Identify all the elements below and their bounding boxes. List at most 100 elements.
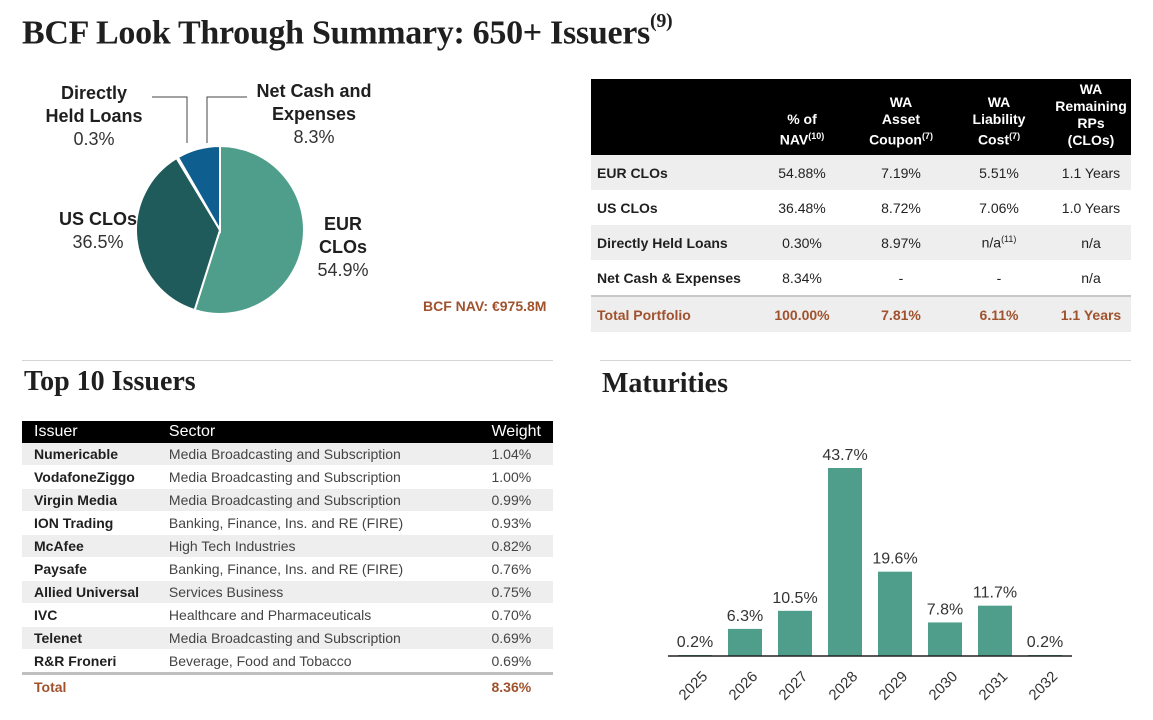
cell-remaining-rps: 1.0 Years [1061, 199, 1121, 216]
cell-liability-cost: n/a(11) [947, 225, 1051, 260]
issuer-name: VodafoneZiggo [22, 465, 157, 489]
pie-leader-lines [152, 96, 247, 143]
cell-asset-coupon: 8.72% [881, 199, 921, 216]
pie-slice-eur [193, 144, 305, 315]
pie-slice-cash [176, 144, 221, 234]
issuer-sector: Media Broadcasting and Subscription [156, 443, 448, 466]
cell-remaining-rps: 1.1 Years [1051, 155, 1131, 190]
summary-header-asset-coupon: WA Asset Coupon(7) [855, 79, 947, 155]
issuer-sector: Media Broadcasting and Subscription [156, 465, 448, 489]
issuer-name: Virgin Media [22, 488, 157, 512]
cell-liability-cost: 5.51% [947, 155, 1051, 190]
summary-row-directly-held-loans: Directly Held Loans 0.30% 8.97% n/a(11) … [591, 225, 1131, 260]
allocation-pie-chart [135, 144, 305, 315]
maturities-title: Maturities [602, 368, 728, 399]
issuer-row: IVC Healthcare and Pharmaceuticals 0.70% [22, 603, 553, 627]
summary-header-liability-cost: WA Liability Cost(7) [947, 79, 1051, 155]
summary-row-net-cash: Net Cash & Expenses 8.34% - - n/a [591, 260, 1131, 296]
top10-issuers-table: Issuer Sector Weight Numericable Media Br… [22, 421, 553, 700]
summary-row-total: Total Portfolio 100.00% 7.81% 6.11% 1.1 … [591, 295, 1131, 332]
cell-nav: 54.88% [749, 155, 855, 190]
issuer-row: Virgin Media Media Broadcasting and Subsc… [22, 488, 553, 512]
x-tick-2032: 2032 [1026, 668, 1062, 704]
data-label-2030: 7.8% [927, 601, 963, 618]
issuer-name: ION Trading [22, 511, 157, 535]
cell-liability-cost: 7.06% [979, 199, 1019, 216]
cell-remaining-rps: 1.1 Years [1051, 295, 1131, 332]
cell-asset-coupon: 7.81% [855, 295, 947, 332]
issuer-name: Telenet [22, 626, 157, 650]
issuer-row: Numericable Media Broadcasting and Subscr… [22, 443, 553, 466]
issuer-weight: 1.04% [447, 443, 553, 466]
issuer-sector: Media Broadcasting and Subscription [156, 488, 448, 512]
row-label: Directly Held Loans [591, 225, 749, 260]
bar-2027 [778, 610, 812, 656]
issuers-total-row: Total 8.36% [22, 672, 553, 700]
issuer-weight: 0.70% [447, 603, 553, 627]
total-label: Total [22, 672, 157, 700]
top10-title: Top 10 Issuers [24, 366, 196, 397]
total-weight: 8.36% [447, 672, 553, 700]
header-weight: Weight [447, 421, 553, 443]
pie-label-net-cash: Net Cash and Expenses 8.3% [256, 81, 372, 147]
issuer-sector: Beverage, Food and Tobacco [156, 649, 448, 674]
row-label: US CLOs [597, 199, 658, 216]
summary-row-eur-clos: EUR CLOs 54.88% 7.19% 5.51% 1.1 Years [591, 155, 1131, 190]
cell-nav: 36.48% [778, 199, 826, 216]
issuer-name: Numericable [22, 443, 157, 466]
summary-header-row: % of NAV(10) WA Asset Coupon(7) WA Liability… [591, 79, 1131, 155]
cell-nav: 8.34% [782, 269, 822, 286]
pie-label-directly-held-loans: Directly Held Loans 0.3% [45, 83, 143, 149]
bar-2031 [978, 605, 1012, 656]
x-tick-2028: 2028 [826, 668, 862, 704]
issuer-sector: Banking, Finance, Ins. and RE (FIRE) [156, 557, 448, 581]
issuer-weight: 0.75% [447, 580, 553, 604]
issuers-header-row: Issuer Sector Weight [22, 421, 553, 443]
bar-2030 [928, 622, 962, 656]
data-label-2027: 10.5% [772, 590, 817, 607]
page-title: BCF Look Through Summary: 650+ Issuers(9… [22, 10, 673, 52]
issuer-row: McAfee High Tech Industries 0.82% [22, 534, 553, 558]
pie-label-us-clos: US CLOs 36.5% [58, 209, 137, 252]
issuer-name: McAfee [22, 534, 157, 558]
cell-nav: 0.30% [749, 225, 855, 260]
summary-row-us-clos: US CLOs 36.48% 8.72% 7.06% 1.0 Years [591, 190, 1131, 225]
issuer-weight: 0.69% [447, 649, 553, 674]
data-label-2028: 43.7% [822, 447, 867, 464]
maturities-bar-chart: 0.2% 2025 6.3% 2026 10.5% 2027 43.7% 2028 19.6% 2… [668, 447, 1072, 704]
bar-2026 [728, 628, 762, 656]
issuer-sector: Banking, Finance, Ins. and RE (FIRE) [156, 511, 448, 535]
issuer-row: VodafoneZiggo Media Broadcasting and Subs… [22, 465, 553, 489]
issuer-row: R&R Froneri Beverage, Food and Tobacco 0.6… [22, 649, 553, 674]
issuer-sector: High Tech Industries [156, 534, 448, 558]
issuer-weight: 0.69% [447, 626, 553, 650]
issuer-row: Paysafe Banking, Finance, Ins. and RE (FI… [22, 557, 553, 581]
issuer-name: R&R Froneri [22, 649, 157, 674]
x-tick-2026: 2026 [726, 668, 762, 704]
header-issuer: Issuer [22, 421, 157, 443]
summary-header-blank [591, 79, 749, 155]
data-label-2032: 0.2% [1027, 634, 1063, 651]
header-sector: Sector [156, 421, 448, 443]
issuer-row: Telenet Media Broadcasting and Subscripti… [22, 626, 553, 650]
bar-2028 [828, 468, 862, 656]
divider-right [600, 360, 1131, 361]
issuer-sector: Media Broadcasting and Subscription [156, 626, 448, 650]
issuer-weight: 0.93% [447, 511, 553, 535]
x-tick-2025: 2025 [676, 668, 712, 704]
cell-asset-coupon: - [898, 269, 904, 286]
issuer-weight: 0.82% [447, 534, 553, 558]
data-label-2029: 19.6% [872, 551, 917, 568]
issuer-name: Allied Universal [22, 580, 157, 604]
issuer-weight: 1.00% [447, 465, 553, 489]
cell-asset-coupon: 7.19% [855, 155, 947, 190]
row-label: EUR CLOs [591, 155, 749, 190]
summary-header-remaining-rps: WA Remaining RPs (CLOs) [1051, 79, 1131, 155]
summary-header-nav: % of NAV(10) [749, 79, 855, 155]
divider-left [22, 360, 553, 361]
x-tick-2031: 2031 [976, 668, 1012, 704]
bcf-nav-text: BCF NAV: €975.8M [423, 298, 547, 314]
data-label-2031: 11.7% [973, 585, 1017, 602]
cell-asset-coupon: 8.97% [855, 225, 947, 260]
x-tick-2027: 2027 [776, 668, 812, 704]
